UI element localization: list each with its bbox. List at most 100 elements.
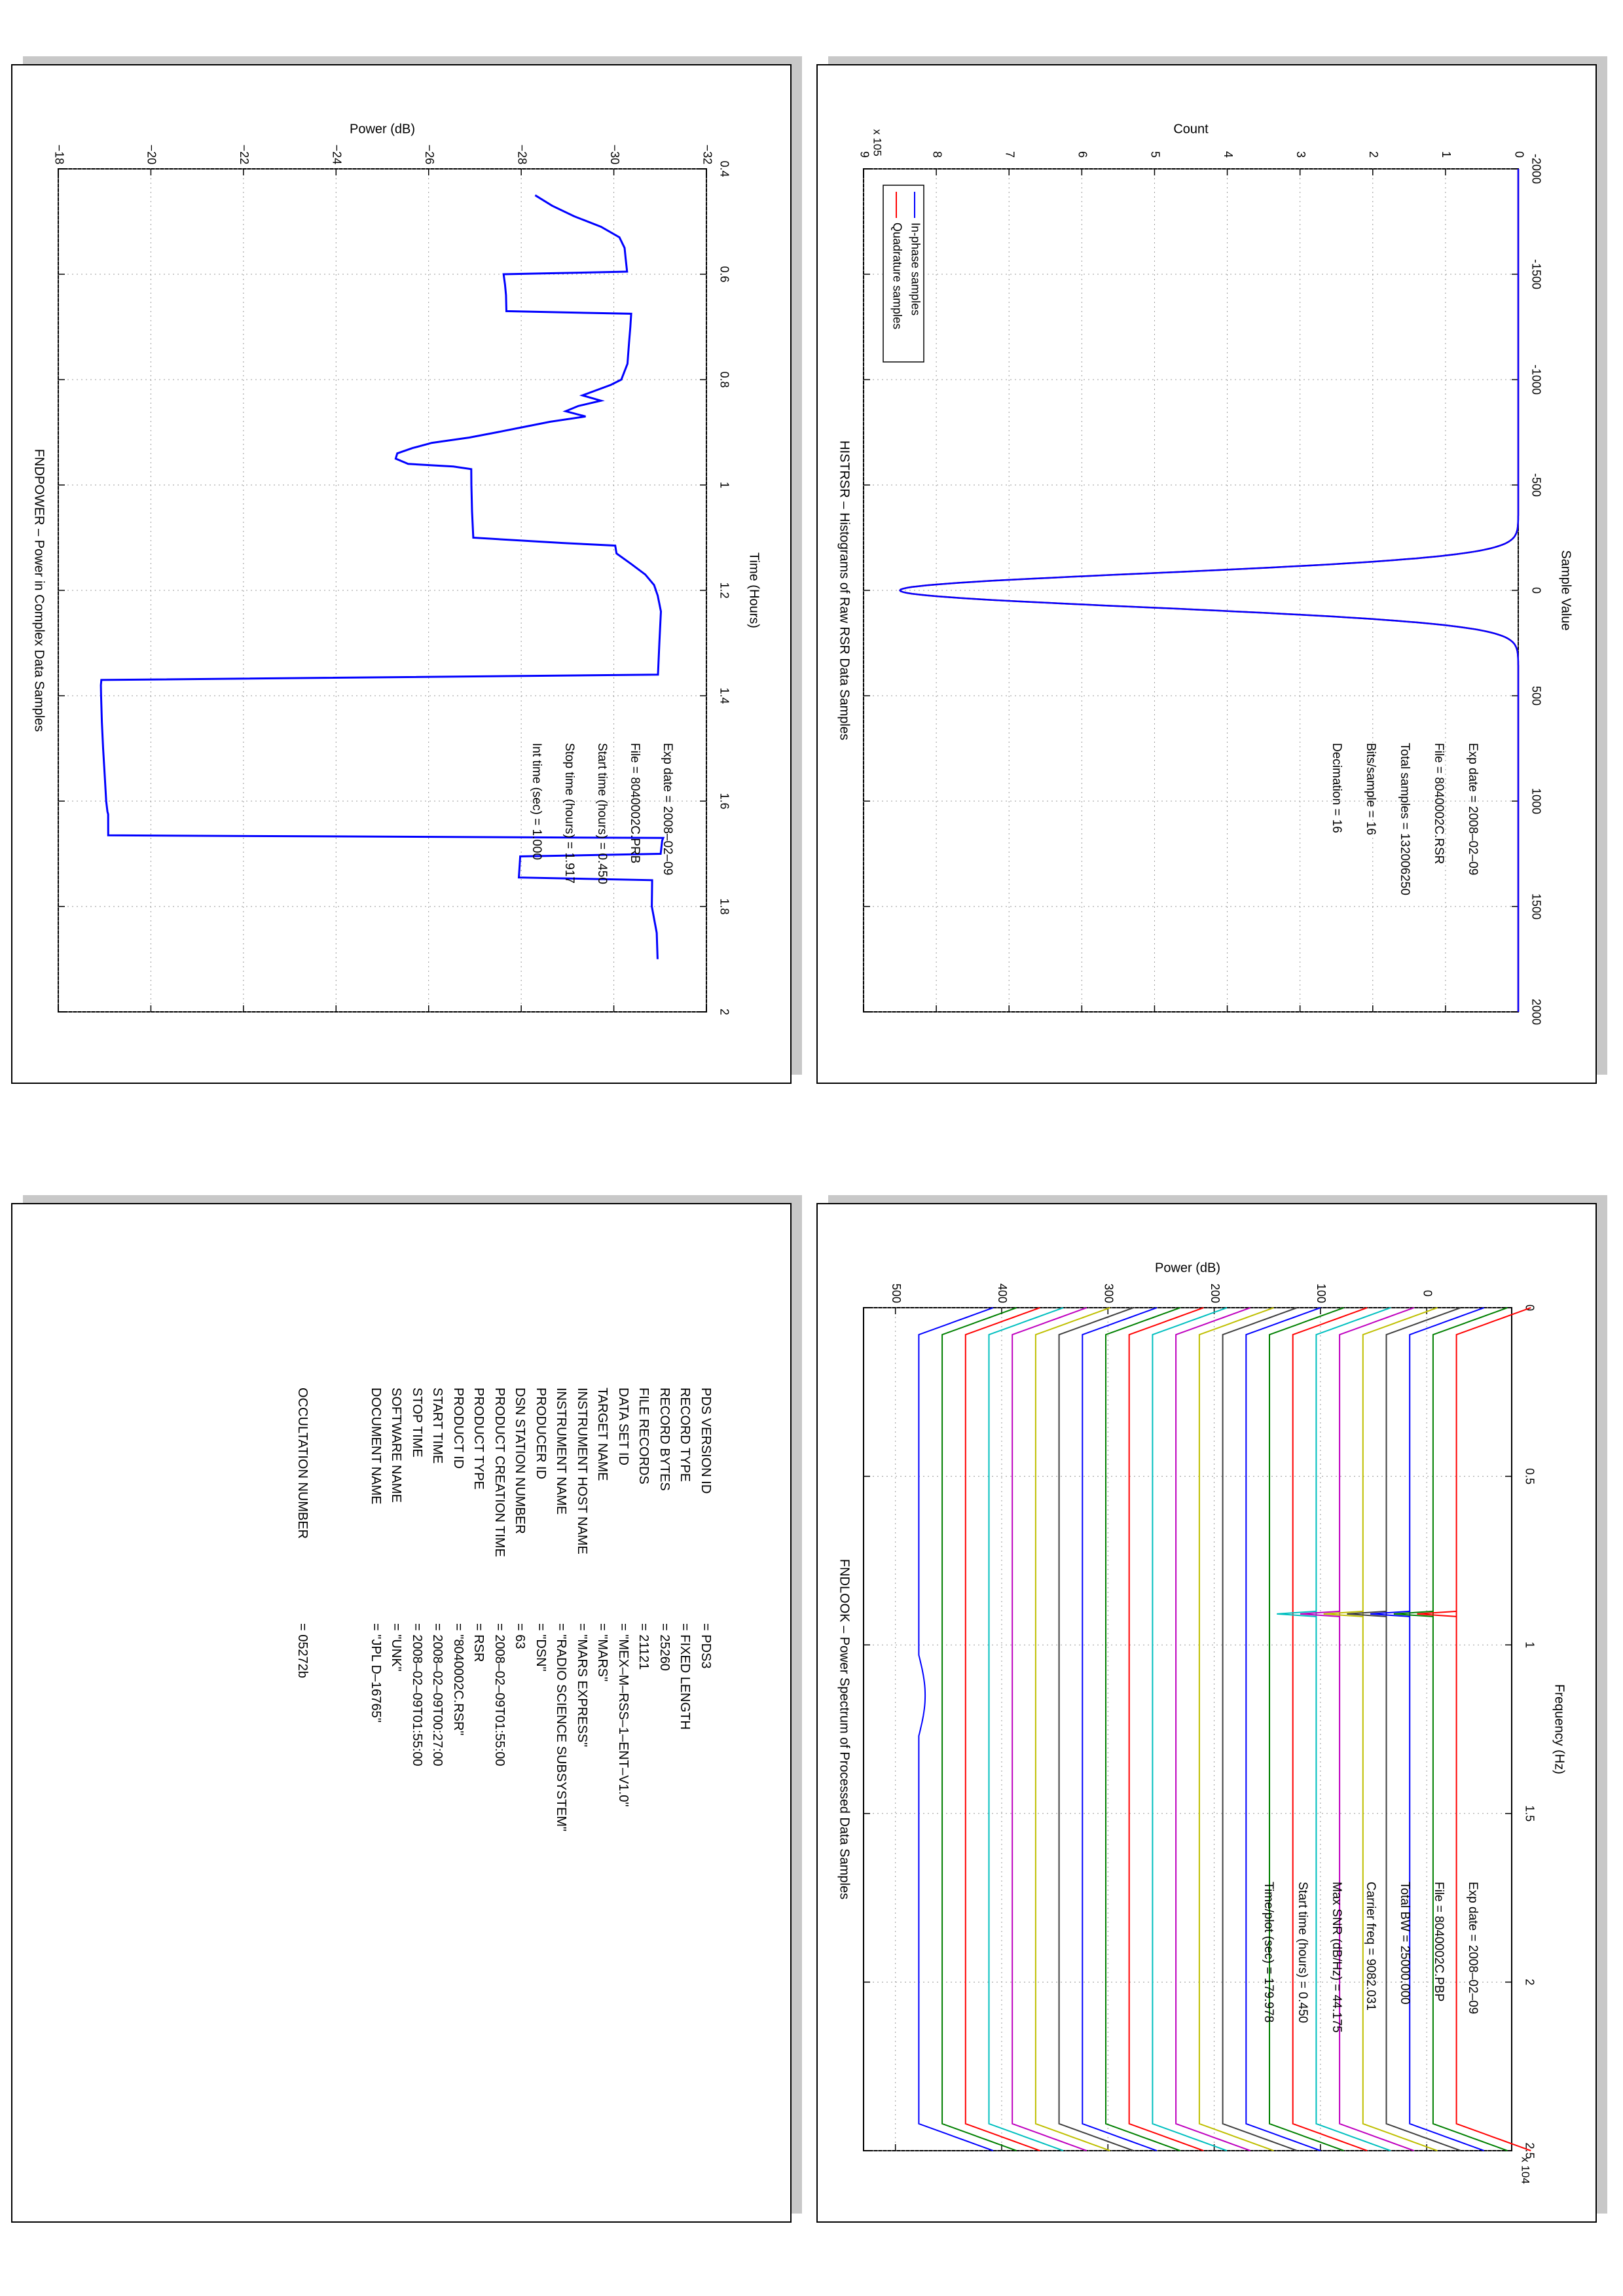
series-line bbox=[1012, 1307, 1087, 2151]
series-line bbox=[1128, 1307, 1204, 2151]
annotation: Decimation = 16 bbox=[1330, 743, 1343, 833]
y-tick-label: −28 bbox=[515, 145, 528, 165]
series-line bbox=[1058, 1307, 1134, 2151]
legend-label: In-phase samples bbox=[909, 223, 922, 315]
x-tick-label: 1.5 bbox=[1523, 1805, 1536, 1821]
label-value: = "UNK" bbox=[389, 1623, 404, 1672]
fndpower-chart: 0.4 0.6 0.8 1 1.2 1.4 1.6 1.8 2 −32 −30 −28 −26 −24 −2… bbox=[32, 122, 761, 1015]
label-key: INSTRUMENT NAME bbox=[554, 1388, 569, 1515]
plot-area bbox=[863, 168, 1519, 1013]
y-axis-label: Count bbox=[1173, 122, 1209, 136]
y-tick-label: 6 bbox=[1076, 151, 1089, 158]
x-tick-label: 500 bbox=[1529, 686, 1542, 706]
label-value: = "JPL D–16765" bbox=[369, 1623, 383, 1723]
label-value: = PDS3 bbox=[699, 1623, 713, 1669]
series-line bbox=[988, 1307, 1064, 2151]
chart-title: FNDPOWER – Power in Complex Data Samples bbox=[32, 449, 46, 732]
y-tick-label: 2 bbox=[1367, 151, 1380, 158]
x-tick-label: 0 bbox=[1529, 587, 1542, 594]
annotation: Start time (hours) = 0.450 bbox=[1296, 1882, 1309, 2023]
panel-frame: 0.4 0.6 0.8 1 1.2 1.4 1.6 1.8 2 −32 −30 −28 −26 −24 −2… bbox=[11, 64, 792, 1084]
annotation: Exp date = 2008–02–09 bbox=[1466, 1882, 1480, 2014]
series-line bbox=[1455, 1307, 1531, 2151]
annotation: Total samples = 132006250 bbox=[1398, 743, 1412, 895]
tone-spike bbox=[1370, 1610, 1410, 1615]
legend: In-phase samples Quadrature samples bbox=[883, 185, 924, 363]
y-tick-label: −32 bbox=[701, 145, 714, 165]
x-tick-label: 1000 bbox=[1529, 788, 1542, 814]
label-value: = RSR bbox=[471, 1623, 486, 1662]
series-line bbox=[1175, 1307, 1251, 2151]
series-line bbox=[1034, 1307, 1110, 2151]
annotation: Time/plot (sec) = 179.978 bbox=[1262, 1882, 1275, 2022]
y-tick-label: 500 bbox=[890, 1283, 903, 1303]
series-line bbox=[100, 194, 665, 960]
x-tick-label: 2 bbox=[718, 1009, 731, 1015]
annotation: Exp date = 2008–02–09 bbox=[1466, 743, 1480, 875]
y-tick-label: 8 bbox=[930, 151, 943, 158]
x-tick-label: 0.4 bbox=[718, 160, 731, 177]
series-line bbox=[1385, 1307, 1461, 2151]
series-line bbox=[1432, 1307, 1508, 2151]
legend-label: Quadrature samples bbox=[890, 223, 903, 329]
fndlook-panel: 0 0.5 1 1.5 2 2.5 0 100 200 300 400 500 Frequency (H… bbox=[816, 1195, 1607, 2223]
series-line bbox=[1198, 1307, 1274, 2151]
y-tick-label: −26 bbox=[423, 145, 436, 165]
series-line bbox=[918, 1307, 994, 2151]
label-key: STOP TIME bbox=[410, 1388, 424, 1458]
x-tick-label: 2000 bbox=[1529, 999, 1542, 1025]
tone-spike bbox=[1300, 1613, 1340, 1617]
label-table: PDS VERSION ID = PDS3 RECORD TYPE = FIXED L… bbox=[12, 1204, 790, 2221]
y-tick-label: 5 bbox=[1149, 151, 1162, 158]
x-tick-label: 1 bbox=[1523, 1641, 1536, 1648]
label-value: = "MARS EXPRESS" bbox=[575, 1623, 589, 1748]
label-value: = 2008–02–09T00:27:00 bbox=[430, 1623, 445, 1767]
panel-frame: 0 0.5 1 1.5 2 2.5 0 100 200 300 400 500 Frequency (H… bbox=[816, 1203, 1597, 2223]
y-tick-label: 7 bbox=[1003, 151, 1016, 158]
label-key: PRODUCER ID bbox=[534, 1388, 548, 1480]
y-tick-label: −24 bbox=[331, 145, 344, 165]
legend-box bbox=[883, 185, 924, 363]
series-line bbox=[1362, 1307, 1438, 2151]
y-tick-label: 200 bbox=[1209, 1283, 1222, 1303]
x-multiplier: x 104 bbox=[1520, 2157, 1532, 2184]
series-line bbox=[1105, 1307, 1180, 2151]
label-key: PRODUCT CREATION TIME bbox=[492, 1388, 507, 1557]
x-tick-label: 1 bbox=[718, 482, 731, 488]
series-line bbox=[1339, 1307, 1415, 2151]
x-tick-label: -1000 bbox=[1529, 365, 1542, 395]
label-value: = 21121 bbox=[636, 1623, 651, 1670]
x-tick-label: 0.8 bbox=[718, 371, 731, 387]
label-value: = FIXED LENGTH bbox=[678, 1623, 693, 1730]
histrsr-panel: -2000 -1500 -1000 -500 0 500 1000 1500 2000 0 1 2 3 4… bbox=[816, 56, 1607, 1084]
label-key: RECORD TYPE bbox=[678, 1388, 693, 1482]
x-tick-label: 1.2 bbox=[718, 582, 731, 598]
label-value: = "RADIO SCIENCE SUBSYSTEM" bbox=[554, 1623, 569, 1832]
tone-spike bbox=[1393, 1610, 1433, 1615]
y-tick-label: −20 bbox=[145, 145, 158, 165]
label-key: INSTRUMENT HOST NAME bbox=[575, 1388, 589, 1554]
label-value: = 25260 bbox=[657, 1623, 672, 1671]
y-tick-label: 1 bbox=[1440, 151, 1453, 158]
x-tick-label: 1.4 bbox=[718, 687, 731, 704]
series-line bbox=[1245, 1307, 1321, 2151]
x-tick-label: -500 bbox=[1529, 473, 1542, 497]
y-tick-label: −18 bbox=[52, 145, 65, 165]
occultation-key: OCCULTATION NUMBER bbox=[295, 1388, 310, 1539]
series-line bbox=[1222, 1307, 1298, 2151]
y-axis-label: Power (dB) bbox=[350, 122, 415, 136]
series-line bbox=[1409, 1307, 1485, 2151]
tone-spike bbox=[1393, 1613, 1433, 1617]
series-line bbox=[1292, 1307, 1368, 2151]
tone-spike bbox=[1300, 1610, 1340, 1615]
x-axis-label: Sample Value bbox=[1559, 550, 1573, 630]
annotation: Bits/sample = 16 bbox=[1364, 743, 1377, 835]
series-line bbox=[964, 1307, 1040, 2151]
y-tick-label: 0 bbox=[1421, 1290, 1434, 1297]
annotation: File = 8040002C.PRB bbox=[628, 743, 642, 863]
y-multiplier: x 105 bbox=[871, 129, 884, 156]
occultation-value: = 05272b bbox=[295, 1623, 310, 1678]
label-value: = "MEX–M–RSS–1–ENT–V1.0" bbox=[616, 1623, 630, 1807]
label-value: = 2008–02–09T01:55:00 bbox=[410, 1623, 424, 1767]
series-line bbox=[941, 1307, 1017, 2151]
